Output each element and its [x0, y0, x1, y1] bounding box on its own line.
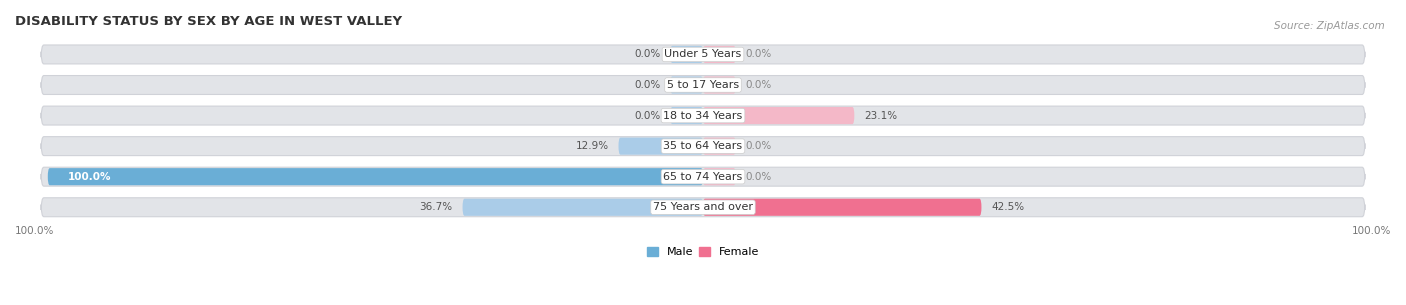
FancyBboxPatch shape [703, 77, 735, 94]
FancyBboxPatch shape [41, 45, 1365, 64]
Text: 23.1%: 23.1% [865, 111, 897, 120]
Text: 5 to 17 Years: 5 to 17 Years [666, 80, 740, 90]
FancyBboxPatch shape [41, 167, 1365, 186]
Text: 100.0%: 100.0% [15, 226, 55, 235]
FancyBboxPatch shape [703, 138, 735, 155]
Text: 35 to 64 Years: 35 to 64 Years [664, 141, 742, 151]
Text: Source: ZipAtlas.com: Source: ZipAtlas.com [1274, 21, 1385, 31]
Text: 65 to 74 Years: 65 to 74 Years [664, 172, 742, 182]
FancyBboxPatch shape [703, 168, 735, 185]
FancyBboxPatch shape [671, 107, 703, 124]
FancyBboxPatch shape [48, 168, 703, 185]
FancyBboxPatch shape [703, 199, 981, 216]
Text: DISABILITY STATUS BY SEX BY AGE IN WEST VALLEY: DISABILITY STATUS BY SEX BY AGE IN WEST … [15, 15, 402, 28]
Text: 100.0%: 100.0% [1351, 226, 1391, 235]
Text: 100.0%: 100.0% [67, 172, 111, 182]
Text: 0.0%: 0.0% [745, 49, 772, 59]
Text: 0.0%: 0.0% [634, 111, 661, 120]
FancyBboxPatch shape [41, 106, 1365, 125]
FancyBboxPatch shape [703, 107, 855, 124]
Text: 0.0%: 0.0% [634, 49, 661, 59]
Text: Under 5 Years: Under 5 Years [665, 49, 741, 59]
FancyBboxPatch shape [619, 138, 703, 155]
Text: 75 Years and over: 75 Years and over [652, 202, 754, 212]
Text: 12.9%: 12.9% [575, 141, 609, 151]
Text: 0.0%: 0.0% [745, 80, 772, 90]
Text: 0.0%: 0.0% [745, 172, 772, 182]
Legend: Male, Female: Male, Female [643, 242, 763, 262]
FancyBboxPatch shape [671, 77, 703, 94]
FancyBboxPatch shape [463, 199, 703, 216]
FancyBboxPatch shape [41, 198, 1365, 217]
Text: 36.7%: 36.7% [419, 202, 453, 212]
FancyBboxPatch shape [671, 46, 703, 63]
Text: 0.0%: 0.0% [634, 80, 661, 90]
Text: 0.0%: 0.0% [745, 141, 772, 151]
FancyBboxPatch shape [703, 46, 735, 63]
Text: 42.5%: 42.5% [991, 202, 1025, 212]
Text: 18 to 34 Years: 18 to 34 Years [664, 111, 742, 120]
FancyBboxPatch shape [41, 76, 1365, 95]
FancyBboxPatch shape [41, 137, 1365, 156]
